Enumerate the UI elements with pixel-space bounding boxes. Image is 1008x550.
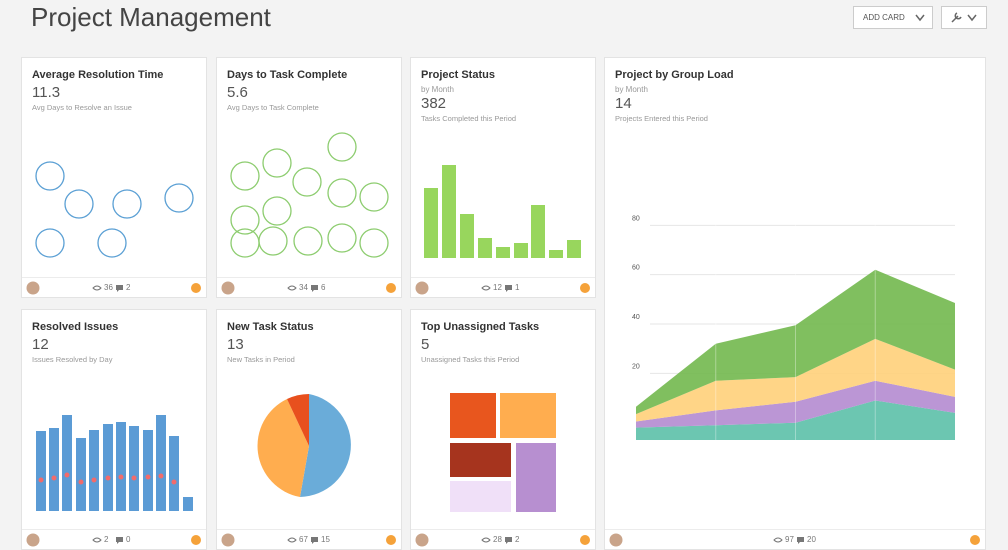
card-footer: 34 6 [217,277,401,297]
settings-button[interactable] [941,6,987,29]
footer-icons [415,533,590,547]
eye-icon [481,285,491,291]
card-metric: 13 [227,336,244,353]
card-metric: 12 [32,336,49,353]
card: Average Resolution Time 11.3 Avg Days to R… [21,57,207,298]
comment-count: 0 [126,535,131,544]
comment-count: 20 [807,535,816,544]
footer-icons [26,281,201,295]
view-count: 12 [493,283,502,292]
comment-icon [116,537,123,544]
card: Project by Group Load by Month 14 Projects … [604,57,986,550]
comment-count: 1 [515,283,520,292]
footer-icons [609,533,980,547]
view-count: 34 [299,283,308,292]
footer-icons [221,281,396,295]
avatar [609,533,623,547]
card: Resolved Issues 12 Issues Resolved by Day … [21,309,207,550]
comment-icon [116,285,123,292]
eye-icon [773,537,783,543]
footer-icons [26,533,201,547]
card-caption: Tasks Completed this Period [421,114,517,123]
comment-count: 2 [515,535,520,544]
card-title: Top Unassigned Tasks [421,321,540,333]
card-metric: 11.3 [32,84,61,101]
avatar [415,533,429,547]
view-count: 36 [104,283,113,292]
comment-count: 15 [321,535,330,544]
avatar [26,533,40,547]
badge[interactable] [580,283,590,293]
card-caption: Avg Days to Resolve an Issue [32,103,132,112]
avatar [415,281,429,295]
eye-icon [92,537,102,543]
chevron [915,14,925,22]
view-count: 2 [104,535,109,544]
badge[interactable] [386,535,396,545]
card-caption: Avg Days to Task Complete [227,103,319,112]
card: Days to Task Complete 5.6 Avg Days to Task… [216,57,402,298]
comment-icon [797,537,804,544]
card-subtitle: by Month [615,85,648,94]
view-count: 67 [299,535,308,544]
add-card-button[interactable]: ADD CARD [853,6,933,29]
card: New Task Status 13 New Tasks in Period 67 1… [216,309,402,550]
badge[interactable] [191,535,201,545]
eye-icon [92,285,102,291]
comment-count: 2 [126,283,131,292]
card-title: Average Resolution Time [32,69,164,81]
view-count: 28 [493,535,502,544]
card-footer: 67 15 [217,529,401,549]
wrench-icon [951,12,977,23]
card-title: Project by Group Load [615,69,734,81]
card-subtitle: by Month [421,85,454,94]
card: Top Unassigned Tasks 5 Unassigned Tasks th… [410,309,596,550]
comment-icon [311,537,318,544]
avatar [26,281,40,295]
card-caption: Unassigned Tasks this Period [421,355,520,364]
comment-icon [505,537,512,544]
card-title: Days to Task Complete [227,69,348,81]
footer-icons [221,533,396,547]
comment-icon [311,285,318,292]
eye-icon [287,537,297,543]
card-footer: 36 2 [22,277,206,297]
footer-icons [415,281,590,295]
avatar [221,533,235,547]
badge[interactable] [970,535,980,545]
card-title: Resolved Issues [32,321,119,333]
card-caption: New Tasks in Period [227,355,295,364]
avatar [221,281,235,295]
view-count: 97 [785,535,794,544]
badge[interactable] [580,535,590,545]
eye-icon [481,537,491,543]
card-footer: 97 20 [605,529,985,549]
card-title: New Task Status [227,321,314,333]
card-title: Project Status [421,69,495,81]
add-card-label: ADD CARD [863,13,905,22]
comment-icon [505,285,512,292]
card-caption: Issues Resolved by Day [32,355,113,364]
comment-count: 6 [321,283,326,292]
eye-icon [287,285,297,291]
card-metric: 5.6 [227,84,248,101]
card-footer: 12 1 [411,277,595,297]
card: Project Status by Month 382 Tasks Completed… [410,57,596,298]
card-metric: 382 [421,95,447,112]
card-caption: Projects Entered this Period [615,114,708,123]
page-title: Project Management [31,2,271,32]
card-metric: 5 [421,336,430,353]
badge[interactable] [386,283,396,293]
card-footer: 28 2 [411,529,595,549]
badge[interactable] [191,283,201,293]
card-metric: 14 [615,95,632,112]
